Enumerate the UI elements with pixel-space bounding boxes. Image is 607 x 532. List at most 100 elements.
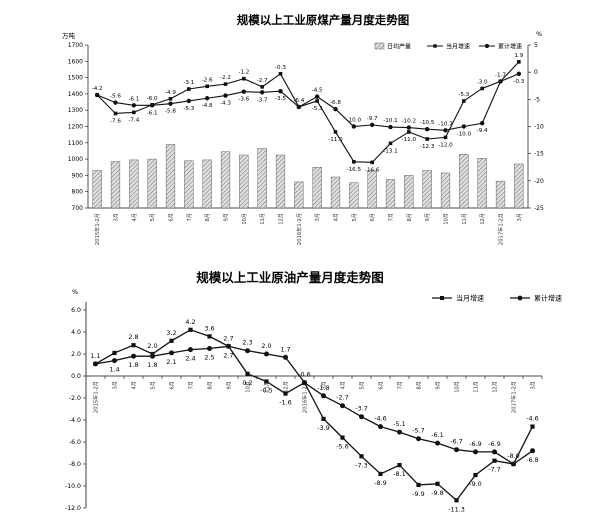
data-point — [93, 361, 98, 366]
category-label: 11月 — [473, 381, 480, 393]
data-label: -5.7 — [412, 427, 424, 435]
data-label: 2.4 — [185, 355, 195, 363]
y-tick-label: -10.0 — [65, 483, 81, 490]
data-point — [480, 86, 484, 91]
data-label: 3.6 — [204, 324, 214, 332]
bar — [477, 158, 487, 209]
category-label: 9月 — [424, 213, 431, 222]
bar — [110, 161, 121, 209]
data-label: -2.2 — [220, 75, 231, 81]
data-point — [352, 160, 356, 164]
data-point — [260, 85, 264, 89]
category-label: 12月 — [479, 213, 486, 225]
category-label: 2017年1-2月 — [510, 381, 518, 413]
category-label: 3月 — [314, 213, 321, 222]
data-label: -3.6 — [238, 97, 249, 103]
data-point — [479, 121, 485, 126]
coal-output-chart: 规模以上工业原煤产量月度走势图 万吨% 700 800 900 1000 1100 1200 1… — [0, 0, 607, 262]
data-label: -11.0 — [328, 137, 343, 143]
data-label: -2.7 — [336, 394, 348, 402]
bar — [385, 179, 396, 209]
data-label: 4.2 — [185, 318, 195, 326]
data-point — [369, 122, 375, 128]
category-label: 11月 — [259, 213, 266, 225]
data-label: -8.1 — [393, 470, 405, 478]
legend-label: 累计增速 — [498, 43, 522, 51]
data-point — [461, 124, 467, 129]
bar — [184, 160, 194, 209]
data-point — [340, 435, 345, 440]
y-tick-label: 2.0 — [71, 351, 81, 358]
data-label: -4.6 — [374, 415, 386, 423]
bar — [514, 163, 524, 209]
data-label: 1.8 — [147, 361, 157, 369]
category-label: 7月 — [397, 381, 404, 390]
bar — [367, 170, 377, 209]
data-label: 2.8 — [128, 333, 138, 341]
bar — [440, 172, 451, 209]
category-label: 2016年1-2月 — [295, 213, 303, 245]
data-label: -4.6 — [526, 415, 538, 423]
category-label: 3月 — [321, 381, 328, 390]
chart-title: 规模以上工业原油产量月度走势图 — [196, 270, 384, 285]
category-label: 3月 — [516, 213, 523, 222]
data-label: -4.3 — [220, 101, 231, 107]
data-label: -3.9 — [317, 424, 329, 432]
data-point — [283, 354, 288, 360]
data-point — [168, 101, 173, 106]
data-point — [530, 448, 535, 454]
data-point — [302, 380, 307, 385]
legend-marker — [517, 295, 523, 301]
bar — [165, 144, 176, 209]
bar — [312, 167, 322, 209]
data-label: -0.3 — [513, 79, 524, 85]
data-point — [112, 358, 117, 364]
bar — [275, 154, 286, 209]
bar — [129, 159, 139, 209]
category-label: 8月 — [204, 213, 211, 222]
data-label: -7.7 — [488, 466, 500, 474]
data-label: -5.3 — [183, 106, 194, 112]
right-tick-label: -5 — [534, 96, 540, 103]
data-point — [359, 454, 364, 459]
category-label: 4月 — [333, 213, 340, 222]
data-label: -10.0 — [457, 132, 472, 138]
category-label: 5月 — [351, 213, 358, 222]
data-point — [333, 130, 338, 134]
y-tick-label: 0.0 — [71, 373, 81, 380]
data-label: -11.0 — [402, 137, 417, 143]
line-series-line — [96, 61, 520, 163]
data-point — [454, 447, 459, 453]
data-point — [223, 82, 228, 86]
data-label: 1.4 — [109, 366, 119, 374]
data-label: -12.3 — [420, 144, 435, 150]
bar — [202, 159, 212, 209]
category-label: 6月 — [169, 381, 176, 390]
left-tick-label: 1000 — [68, 156, 83, 163]
bar — [459, 154, 469, 209]
category-label: 3月 — [113, 213, 120, 222]
category-label: 11月 — [461, 213, 468, 225]
data-point — [516, 71, 522, 76]
chart-title: 规模以上工业原煤产量月度走势图 — [237, 13, 410, 27]
data-label: -5.3 — [312, 106, 323, 112]
left-tick-label: 900 — [72, 172, 84, 179]
line-series-line — [96, 73, 520, 131]
category-label: 10月 — [241, 213, 248, 225]
category-label: 9月 — [223, 213, 230, 222]
data-point — [131, 103, 137, 108]
data-point — [187, 87, 191, 91]
legend-label: 累计增速 — [534, 294, 562, 303]
data-point — [473, 472, 478, 478]
data-point — [462, 99, 466, 103]
data-label: -6.4 — [293, 98, 304, 104]
data-label: -13.1 — [383, 148, 398, 154]
right-tick-label: -15 — [534, 151, 544, 158]
bar — [330, 176, 341, 209]
data-label: -2.7 — [257, 78, 268, 84]
left-tick-label: 1500 — [68, 75, 83, 82]
data-point — [406, 125, 412, 130]
legend-marker — [484, 43, 490, 49]
category-label: 6月 — [378, 381, 385, 390]
data-point — [492, 458, 497, 463]
